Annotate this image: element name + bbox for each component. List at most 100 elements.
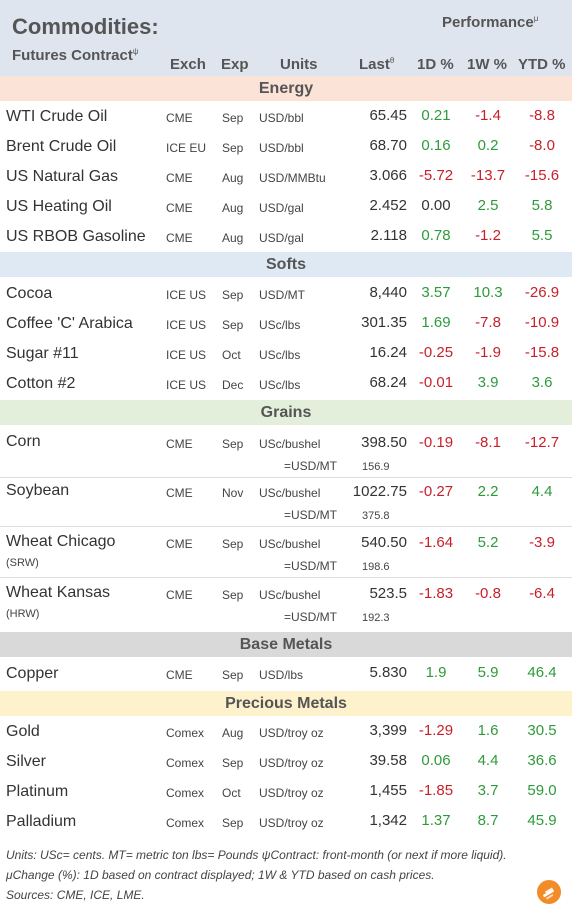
change-1d: 0.06: [421, 752, 451, 769]
commodity-name: Gold: [6, 723, 40, 740]
section-header: Base Metals: [0, 632, 572, 657]
commodity-name: Wheat Kansas: [6, 584, 111, 601]
conversion-value: 375.8: [362, 510, 390, 522]
table-header: Commodities: Performanceμ Futures Contra…: [0, 0, 572, 78]
units: USD/troy oz: [259, 816, 324, 830]
change-1d: 1.69: [421, 314, 451, 331]
units: USD/bbl: [259, 111, 304, 125]
footnote-units: Units: USc= cents. MT= metric ton lbs= P…: [6, 848, 507, 862]
table-row: Coffee 'C' Arabica ICE US Sep USc/lbs 301.35…: [0, 312, 572, 342]
units: USD/lbs: [259, 668, 304, 682]
units: USc/bushel: [259, 588, 321, 602]
commodity-name: Brent Crude Oil: [6, 138, 117, 155]
change-1w: 2.5: [477, 197, 499, 214]
exchange: ICE US: [166, 318, 207, 332]
exchange: CME: [166, 201, 193, 215]
change-ytd: 45.9: [527, 812, 557, 829]
exchange: CME: [166, 668, 193, 682]
last-price: 68.70: [369, 137, 407, 154]
change-1w: 10.3: [473, 284, 503, 301]
expiry: Dec: [222, 378, 244, 392]
commodity-qualifier: (HRW): [6, 608, 40, 620]
futures-contract-heading: Futures Contractψ: [12, 47, 139, 64]
change-ytd: 4.4: [531, 483, 553, 500]
table-row: Palladium Comex Sep USD/troy oz 1,342 1.37 8.7…: [0, 810, 572, 840]
last-price: 398.50: [361, 434, 407, 451]
col-exp: Exp: [221, 56, 249, 73]
last-price: 3.066: [369, 167, 407, 184]
last-price: 2.452: [369, 197, 407, 214]
change-ytd: -12.7: [524, 434, 560, 451]
change-1d: -5.72: [418, 167, 454, 184]
last-price: 2.118: [370, 227, 407, 244]
expiry: Sep: [222, 437, 244, 451]
change-ytd: -3.9: [529, 534, 555, 551]
expiry: Sep: [222, 816, 244, 830]
change-ytd: 30.5: [527, 722, 557, 739]
change-1d: -0.25: [418, 344, 454, 361]
change-ytd: -15.8: [524, 344, 560, 361]
table-row: Wheat Kansas (HRW) CME Sep USc/bushel 523.5 -1…: [0, 580, 572, 629]
expiry: Sep: [222, 111, 244, 125]
change-ytd: -8.0: [529, 137, 555, 154]
exchange: Comex: [166, 786, 205, 800]
section-header: Energy: [0, 76, 572, 101]
col-exch: Exch: [170, 56, 206, 73]
change-ytd: 5.5: [531, 227, 553, 244]
change-ytd: -26.9: [524, 284, 560, 301]
units: USD/MT: [259, 288, 305, 302]
conversion-label: =USD/MT: [284, 610, 338, 624]
exchange: CME: [166, 437, 193, 451]
exchange: CME: [166, 111, 193, 125]
change-1d: -1.85: [418, 782, 454, 799]
change-1d: -0.01: [418, 374, 454, 391]
last-price: 65.45: [369, 107, 407, 124]
last-price: 3,399: [369, 722, 407, 739]
last-price: 39.58: [369, 752, 407, 769]
change-1d: 0.16: [421, 137, 451, 154]
last-price: 540.50: [361, 534, 407, 551]
change-ytd: 59.0: [527, 782, 557, 799]
units: USc/bushel: [259, 486, 321, 500]
commodity-name: Silver: [6, 753, 47, 770]
units: USc/bushel: [259, 437, 321, 451]
col-last: Lastθ: [359, 56, 395, 73]
col-1w: 1W %: [467, 56, 508, 73]
last-price: 1022.75: [352, 483, 407, 500]
change-1w: 4.4: [477, 752, 499, 769]
commodity-name: WTI Crude Oil: [6, 108, 108, 125]
section-header: Softs: [0, 252, 572, 277]
conversion-label: =USD/MT: [284, 459, 338, 473]
table-row: Wheat Chicago (SRW) CME Sep USc/bushel 540.50…: [0, 529, 572, 578]
table-row: WTI Crude Oil CME Sep USD/bbl 65.45 0.21 -1.4 -…: [0, 105, 572, 135]
table-row: Sugar #11 ICE US Oct USc/lbs 16.24 -0.25 -1.9 -…: [0, 342, 572, 372]
change-ytd: -8.8: [529, 107, 555, 124]
change-1w: 2.2: [477, 483, 499, 500]
change-1w: 0.2: [477, 137, 499, 154]
expiry: Aug: [222, 171, 244, 185]
change-1w: 5.9: [477, 664, 499, 681]
table-row: Brent Crude Oil ICE EU Sep USD/bbl 68.70 0.16…: [0, 135, 572, 165]
table-row: US Heating Oil CME Aug USD/gal 2.452 0.00 2.5 5…: [0, 195, 572, 225]
last-price: 523.5: [369, 585, 407, 602]
exchange: ICE EU: [166, 141, 207, 155]
change-ytd: -15.6: [524, 167, 560, 184]
conversion-label: =USD/MT: [284, 508, 338, 522]
section-header: Precious Metals: [0, 691, 572, 716]
table-row: Silver Comex Sep USD/troy oz 39.58 0.06 4.4 36.…: [0, 750, 572, 780]
exchange: CME: [166, 171, 193, 185]
conversion-value: 198.6: [362, 561, 390, 573]
change-1w: -1.9: [475, 344, 501, 361]
units: USD/troy oz: [259, 756, 324, 770]
page-title: Commodities:: [12, 14, 159, 39]
expiry: Sep: [222, 318, 244, 332]
change-1d: -1.29: [418, 722, 454, 739]
change-1d: -1.83: [418, 585, 454, 602]
change-1d: 1.37: [421, 812, 451, 829]
change-1d: 3.57: [421, 284, 451, 301]
commodity-name: US Heating Oil: [6, 198, 112, 215]
expiry: Oct: [222, 786, 241, 800]
expiry: Aug: [222, 726, 244, 740]
exchange: CME: [166, 231, 193, 245]
units: USD/gal: [259, 231, 304, 245]
